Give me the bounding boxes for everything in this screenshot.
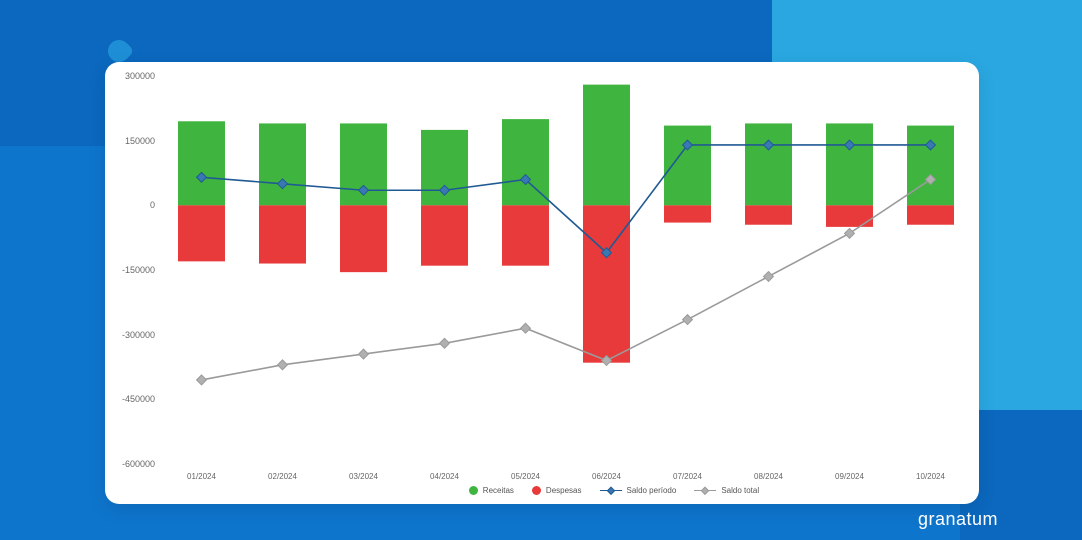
legend-item-receitas: Receitas bbox=[469, 486, 514, 495]
x-tick-label: 09/2024 bbox=[835, 472, 864, 481]
x-tick-label: 04/2024 bbox=[430, 472, 459, 481]
marker-saldo-total bbox=[521, 323, 531, 333]
legend-marker-icon bbox=[606, 486, 614, 494]
bar-despesas bbox=[259, 205, 306, 263]
page-background: 300000 150000 0 -150000 -300000 -450000 -60000… bbox=[0, 0, 1082, 540]
marker-saldo-total bbox=[764, 272, 774, 282]
chart-area: 300000 150000 0 -150000 -300000 -450000 -60000… bbox=[105, 62, 979, 504]
legend-label: Saldo total bbox=[721, 486, 759, 495]
marker-saldo-total bbox=[197, 375, 207, 385]
brand-logo-text: granatum bbox=[918, 509, 998, 530]
bar-receitas bbox=[907, 126, 954, 206]
x-tick-label: 03/2024 bbox=[349, 472, 378, 481]
bar-despesas bbox=[340, 205, 387, 272]
bar-despesas bbox=[178, 205, 225, 261]
bar-receitas bbox=[826, 123, 873, 205]
bar-receitas bbox=[583, 85, 630, 206]
legend-item-saldo-total: Saldo total bbox=[694, 486, 759, 495]
y-tick-label: -150000 bbox=[122, 265, 155, 275]
bar-receitas bbox=[502, 119, 549, 205]
y-tick-label: 150000 bbox=[125, 136, 155, 146]
chart-legend: Receitas Despesas Saldo período Saldo total bbox=[469, 486, 759, 495]
x-tick-label: 05/2024 bbox=[511, 472, 540, 481]
x-tick-label: 07/2024 bbox=[673, 472, 702, 481]
x-tick-label: 08/2024 bbox=[754, 472, 783, 481]
bar-despesas bbox=[502, 205, 549, 265]
marker-saldo-total bbox=[683, 315, 693, 325]
bar-receitas bbox=[745, 123, 792, 205]
bar-despesas bbox=[907, 205, 954, 224]
brand-label: granatum bbox=[918, 509, 998, 529]
legend-label: Saldo período bbox=[627, 486, 677, 495]
chart-card: 300000 150000 0 -150000 -300000 -450000 -60000… bbox=[105, 62, 979, 504]
legend-swatch bbox=[694, 490, 716, 491]
bar-despesas bbox=[421, 205, 468, 265]
line-saldo-periodo bbox=[202, 145, 931, 253]
legend-swatch bbox=[532, 486, 541, 495]
bar-despesas bbox=[745, 205, 792, 224]
y-tick-label: -300000 bbox=[122, 330, 155, 340]
x-tick-label: 06/2024 bbox=[592, 472, 621, 481]
legend-swatch bbox=[469, 486, 478, 495]
y-tick-label: 300000 bbox=[125, 71, 155, 81]
legend-marker-icon bbox=[701, 486, 709, 494]
marker-saldo-total bbox=[845, 228, 855, 238]
x-tick-label: 02/2024 bbox=[268, 472, 297, 481]
legend-item-despesas: Despesas bbox=[532, 486, 582, 495]
marker-saldo-total bbox=[278, 360, 288, 370]
chart-svg bbox=[105, 62, 979, 504]
bar-despesas bbox=[826, 205, 873, 227]
bar-despesas bbox=[664, 205, 711, 222]
x-tick-label: 10/2024 bbox=[916, 472, 945, 481]
legend-label: Receitas bbox=[483, 486, 514, 495]
bar-despesas bbox=[583, 205, 630, 362]
y-tick-label: 0 bbox=[150, 200, 155, 210]
marker-saldo-total bbox=[440, 338, 450, 348]
marker-saldo-total bbox=[359, 349, 369, 359]
legend-item-saldo-periodo: Saldo período bbox=[600, 486, 677, 495]
bar-receitas bbox=[259, 123, 306, 205]
line-saldo-total bbox=[202, 179, 931, 379]
x-tick-label: 01/2024 bbox=[187, 472, 216, 481]
bar-receitas bbox=[664, 126, 711, 206]
legend-swatch bbox=[600, 490, 622, 491]
bar-receitas bbox=[178, 121, 225, 205]
legend-label: Despesas bbox=[546, 486, 582, 495]
y-tick-label: -600000 bbox=[122, 459, 155, 469]
y-tick-label: -450000 bbox=[122, 394, 155, 404]
